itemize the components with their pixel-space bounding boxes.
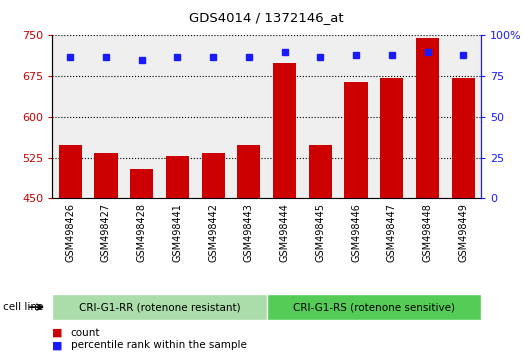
Bar (267, 294, 481, 320)
Bar (94, 153, 118, 198)
Bar (201, 153, 225, 198)
Bar (416, 38, 439, 198)
Bar (59, 145, 82, 198)
Bar (345, 81, 368, 198)
Bar (410, 35, 446, 198)
Bar (195, 35, 231, 198)
Bar (374, 35, 410, 198)
Bar (452, 78, 475, 198)
Text: percentile rank within the sample: percentile rank within the sample (71, 340, 246, 350)
Text: CRI-G1-RS (rotenone sensitive): CRI-G1-RS (rotenone sensitive) (293, 302, 455, 312)
Bar (52, 294, 267, 320)
Bar (130, 170, 153, 198)
Text: CRI-G1-RR (rotenone resistant): CRI-G1-RR (rotenone resistant) (78, 302, 241, 312)
Bar (267, 35, 302, 198)
Bar (273, 63, 296, 198)
Text: ■: ■ (52, 328, 63, 338)
Text: count: count (71, 328, 100, 338)
Bar (380, 78, 403, 198)
Bar (309, 145, 332, 198)
Text: GDS4014 / 1372146_at: GDS4014 / 1372146_at (189, 11, 344, 24)
Bar (166, 156, 189, 198)
Bar (52, 35, 88, 198)
Bar (338, 35, 374, 198)
Bar (124, 35, 160, 198)
Text: ■: ■ (52, 340, 63, 350)
Text: cell line: cell line (3, 302, 43, 312)
Bar (88, 35, 124, 198)
Bar (237, 145, 260, 198)
Bar (231, 35, 267, 198)
Bar (160, 35, 195, 198)
Bar (302, 35, 338, 198)
Bar (446, 35, 481, 198)
